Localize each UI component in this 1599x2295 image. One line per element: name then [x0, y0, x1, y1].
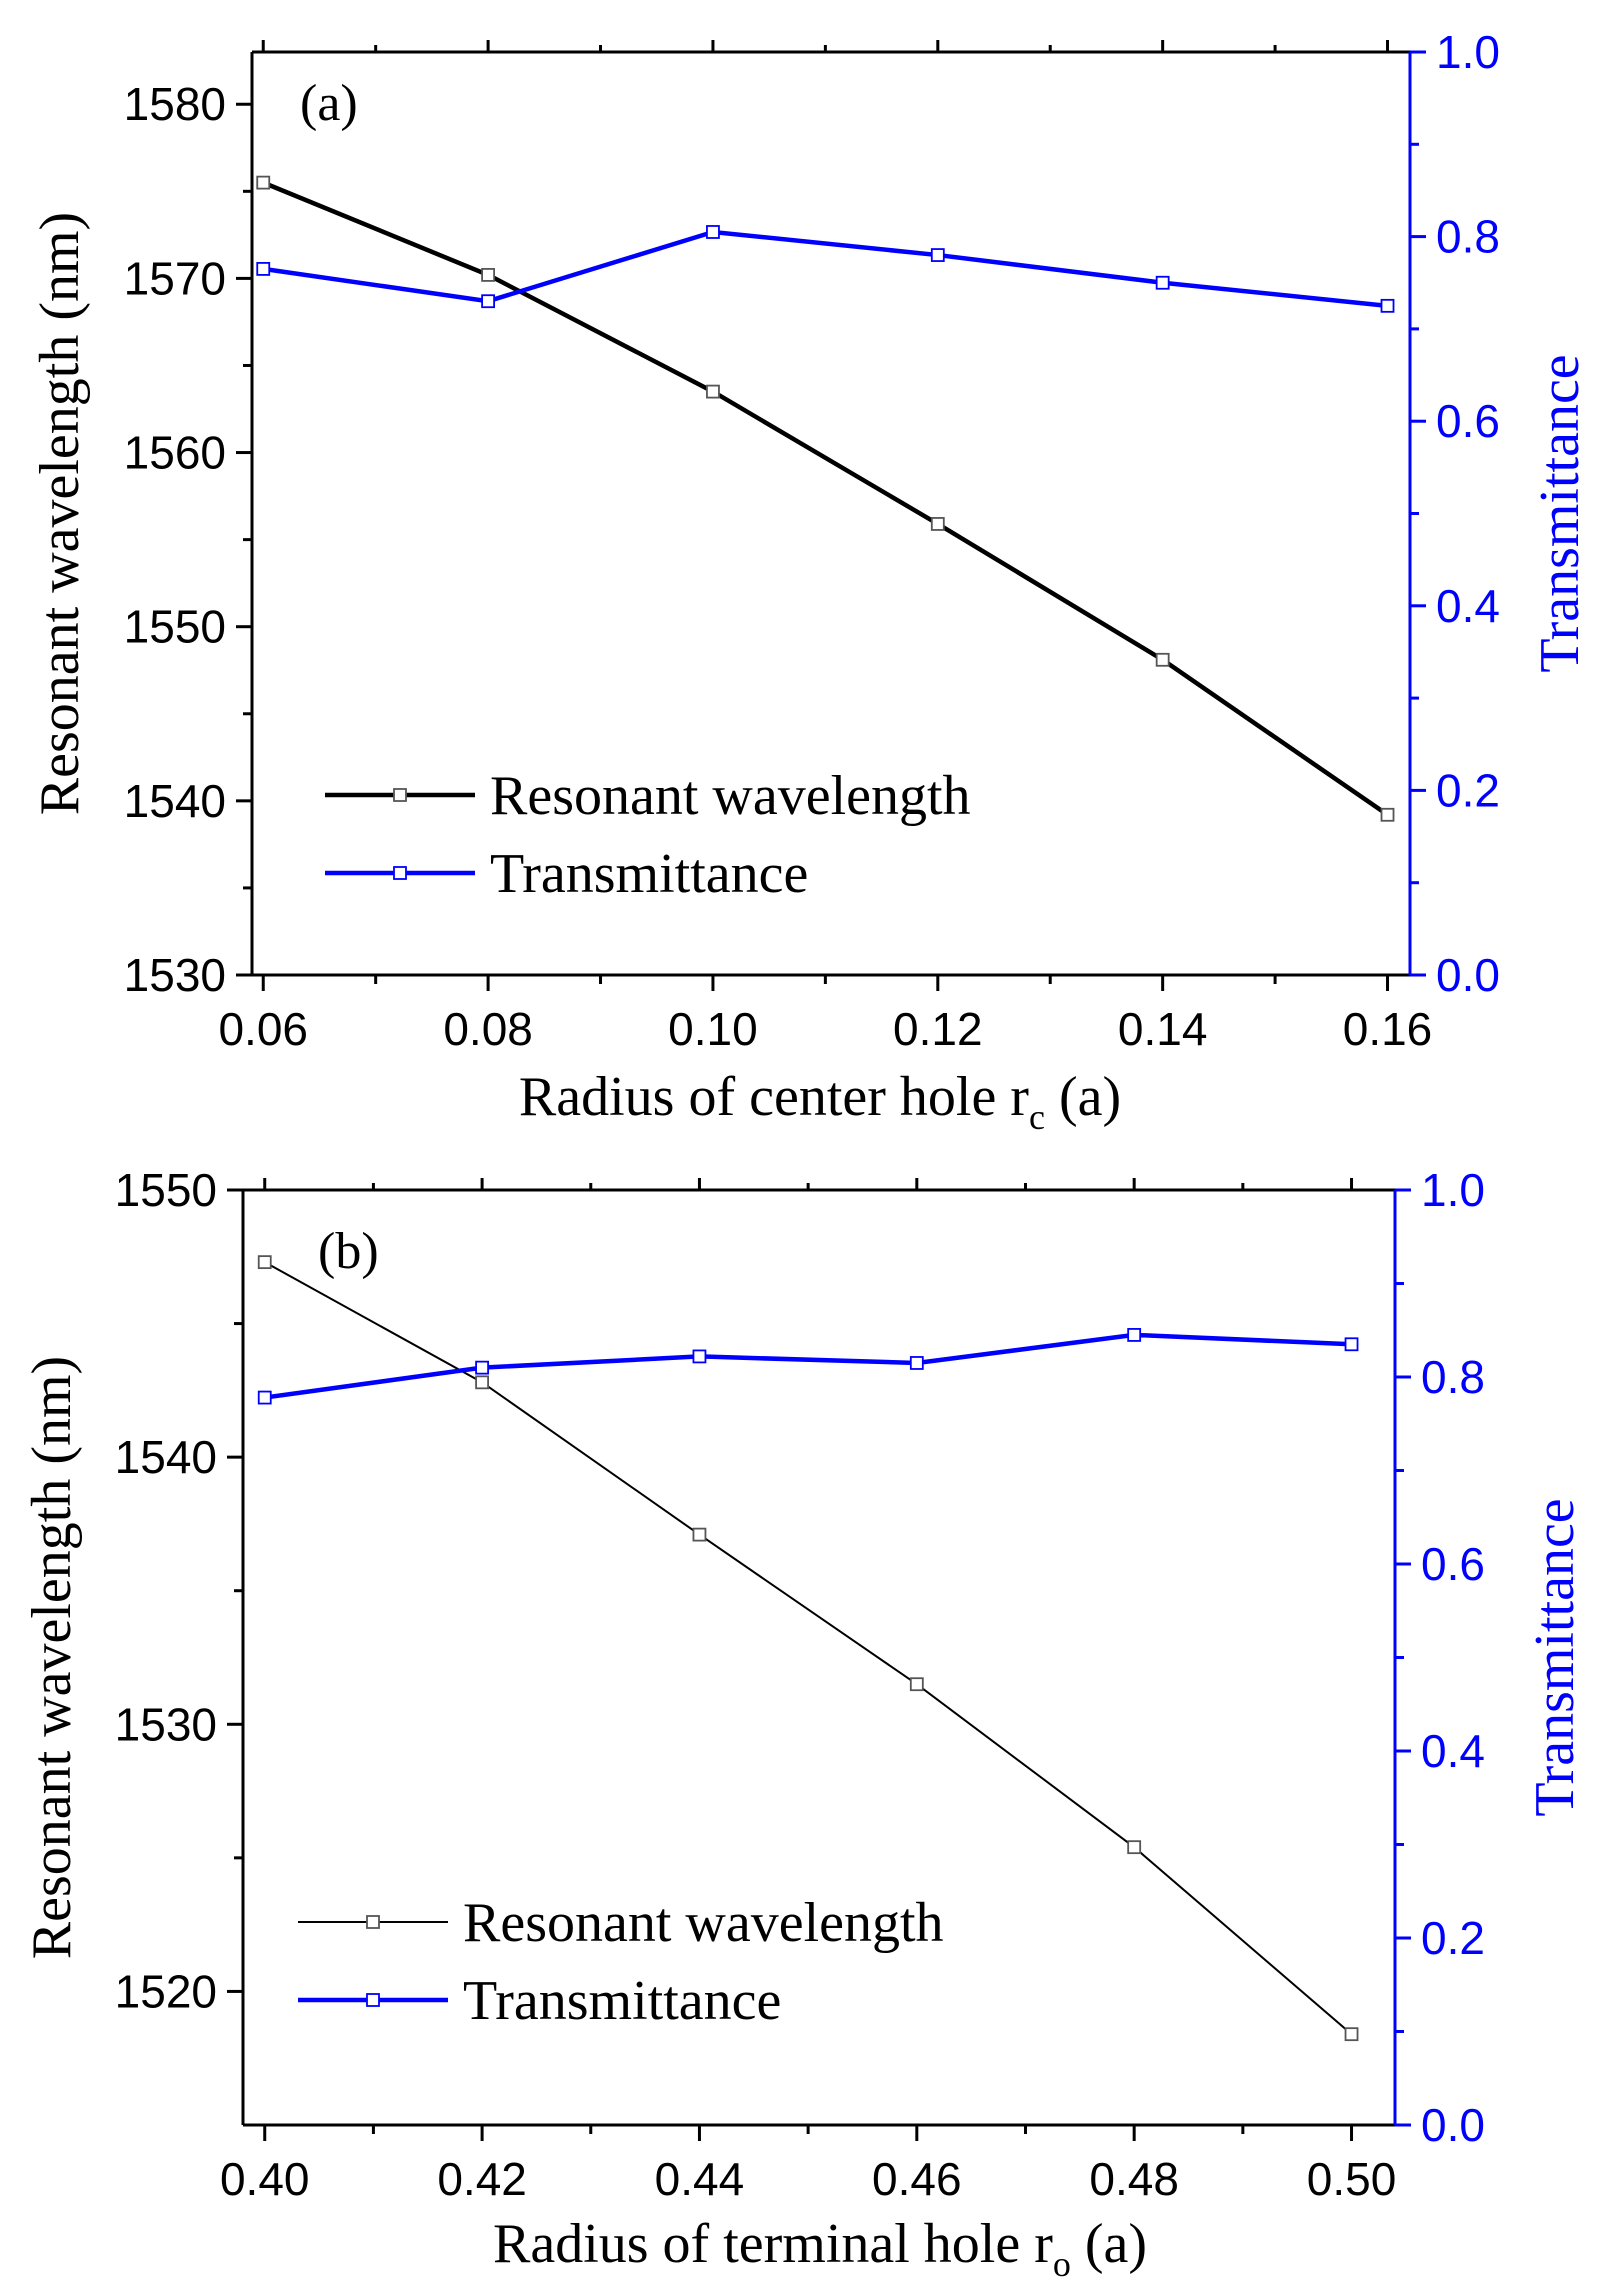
y-tick-label: 1530	[115, 1698, 217, 1750]
chart-panel-b: 0.40 0.42 0.44 0.46 0.48 0.50 1520 1530 1540 1550…	[21, 1164, 1586, 2284]
y-tick-label: 1540	[124, 775, 226, 827]
legend-marker	[393, 788, 407, 802]
data-point-wavelength	[257, 1255, 272, 1270]
y-right-axis-label: Transmittance	[1524, 1498, 1586, 1816]
x-tick-label: 0.42	[437, 2153, 527, 2205]
data-point-wavelength	[481, 268, 495, 282]
x-tick-label: 0.10	[668, 1003, 758, 1055]
y-tick-label: 1580	[124, 78, 226, 130]
data-point-transmittance	[909, 1356, 924, 1370]
x-tick-label: 0.46	[872, 2153, 962, 2205]
y-right-tick-label: 1.0	[1436, 26, 1500, 78]
y-right-tick-label: 0.4	[1436, 580, 1500, 632]
panel-label: (b)	[318, 1223, 379, 1280]
data-point-transmittance	[706, 225, 720, 239]
x-tick-label: 0.50	[1307, 2153, 1397, 2205]
y-tick-label: 1540	[115, 1431, 217, 1483]
x-axis-label: Radius of terminal hole ro (a)	[493, 2213, 1147, 2284]
y-axis-label: Resonant wavelength (nm)	[29, 212, 91, 815]
data-point-transmittance	[930, 248, 945, 262]
series-line-transmittance	[264, 1332, 1352, 1400]
y-tick-label: 1560	[124, 427, 226, 479]
data-point-wavelength	[1380, 807, 1395, 822]
data-point-transmittance	[1380, 298, 1395, 313]
x-tick-label: 0.40	[220, 2153, 310, 2205]
chart-panel-a: 0.06 0.08 0.10 0.12 0.14 0.16 1530 1540 1550 1560…	[29, 26, 1591, 1137]
legend-label: Resonant wavelength	[490, 765, 971, 827]
data-point-transmittance	[257, 1390, 272, 1405]
panel-label: (a)	[300, 75, 358, 132]
series-line-wavelength	[262, 180, 1389, 817]
y-right-tick-label: 0.6	[1421, 1538, 1485, 1590]
y-right-tick-label: 0.4	[1421, 1725, 1485, 1777]
series-line-wavelength	[264, 1261, 1353, 2035]
y-right-tick-label: 0.0	[1421, 2099, 1485, 2151]
y-right-tick-label: 0.8	[1421, 1351, 1485, 1403]
x-tick-label: 0.12	[893, 1003, 983, 1055]
y-right-tick-label: 0.6	[1436, 395, 1500, 447]
data-point-wavelength	[1127, 1840, 1142, 1855]
legend-label: Transmittance	[490, 843, 808, 905]
legend-marker	[366, 1915, 380, 1929]
y-right-tick-label: 0.2	[1436, 764, 1500, 816]
x-tick-label: 0.14	[1118, 1003, 1208, 1055]
y-tick-label: 1570	[124, 252, 226, 304]
data-point-wavelength	[1344, 2027, 1359, 2042]
legend-label: Transmittance	[463, 1970, 781, 2032]
y-right-tick-label: 0.8	[1436, 211, 1500, 263]
y-right-axis-label: Transmittance	[1529, 354, 1591, 672]
y-right-tick-label: 1.0	[1421, 1164, 1485, 1216]
y-tick-label: 1550	[115, 1164, 217, 1216]
data-point-wavelength	[1155, 652, 1170, 667]
series-line-transmittance	[262, 229, 1388, 309]
y-tick-label: 1530	[124, 949, 226, 1001]
data-point-wavelength	[909, 1677, 924, 1692]
x-tick-label: 0.08	[443, 1003, 533, 1055]
data-point-wavelength	[256, 175, 271, 190]
data-point-transmittance	[1344, 1337, 1359, 1352]
x-tick-label: 0.44	[655, 2153, 745, 2205]
y-tick-label: 1550	[124, 601, 226, 653]
x-tick-label: 0.16	[1343, 1003, 1433, 1055]
data-point-transmittance	[1127, 1328, 1142, 1342]
x-tick-label: 0.48	[1089, 2153, 1179, 2205]
legend-marker	[366, 1993, 380, 2007]
data-point-wavelength	[706, 384, 720, 399]
data-point-wavelength	[692, 1527, 707, 1542]
data-point-transmittance	[481, 294, 495, 309]
data-point-wavelength	[475, 1375, 489, 1390]
legend-marker	[393, 866, 407, 880]
data-point-transmittance	[475, 1360, 489, 1375]
data-point-wavelength	[930, 517, 945, 531]
x-axis-label: Radius of center hole rc (a)	[519, 1066, 1121, 1137]
y-tick-label: 1520	[115, 1965, 217, 2017]
data-point-transmittance	[692, 1349, 707, 1364]
y-right-tick-label: 0.2	[1421, 1912, 1485, 1964]
x-tick-label: 0.06	[218, 1003, 308, 1055]
legend-label: Resonant wavelength	[463, 1892, 944, 1954]
y-axis-label: Resonant wavelength (nm)	[21, 1356, 83, 1959]
y-right-tick-label: 0.0	[1436, 949, 1500, 1001]
data-point-transmittance	[256, 262, 271, 276]
data-point-transmittance	[1155, 275, 1170, 290]
